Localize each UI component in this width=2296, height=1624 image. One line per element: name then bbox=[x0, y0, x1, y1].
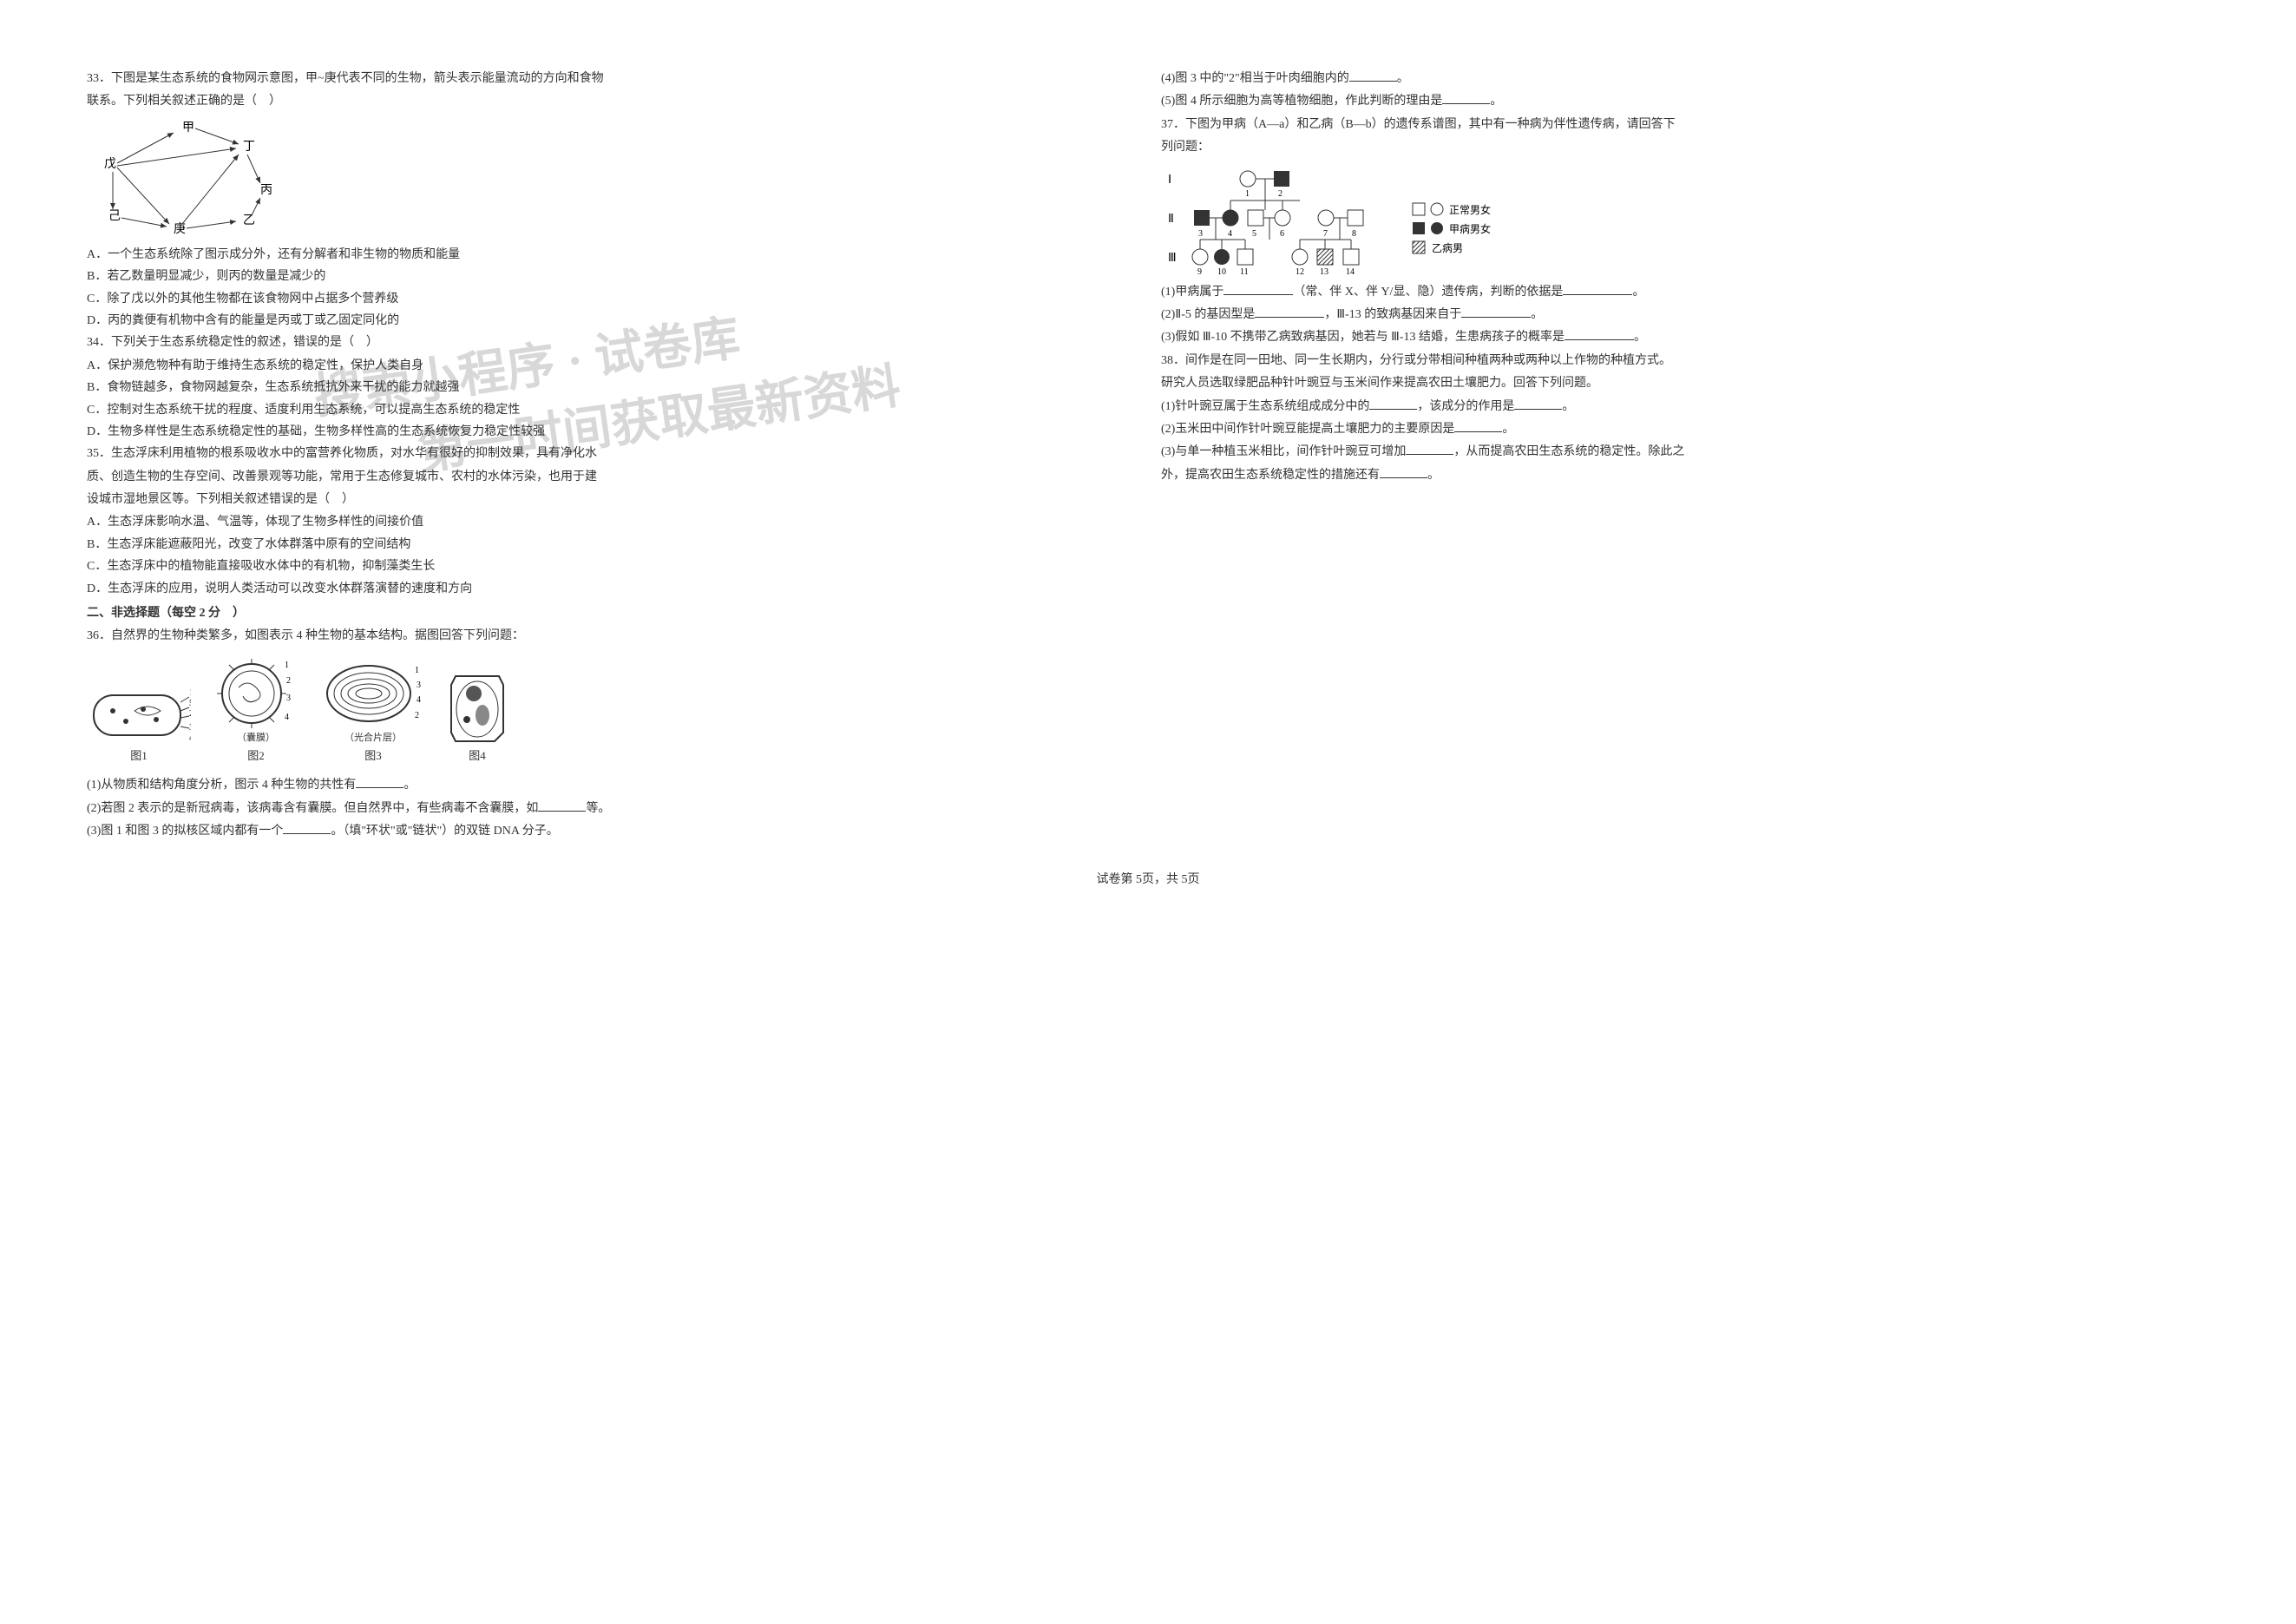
svg-text:5: 5 bbox=[189, 699, 191, 708]
fig2-nangmo: （囊膜） bbox=[208, 731, 304, 746]
q38-p2: (2)玉米田中间作针叶豌豆能提高土壤肥力的主要原因是。 bbox=[1161, 420, 2209, 439]
svg-text:10: 10 bbox=[1217, 267, 1226, 277]
q36-p3: (3)图 1 和图 3 的拟核区域内都有一个。（填"环状"或"链状"）的双链 D… bbox=[87, 822, 1135, 841]
svg-text:3: 3 bbox=[1198, 229, 1203, 239]
q33-stem-1: 33．下图是某生态系统的食物网示意图，甲~庚代表不同的生物，箭头表示能量流动的方… bbox=[87, 69, 1135, 89]
legend-yi: 乙病男 bbox=[1432, 241, 1463, 254]
svg-text:1: 1 bbox=[189, 688, 191, 698]
q34-B: B．食物链越多，食物网越复杂，生态系统抵抗外来干扰的能力就越强 bbox=[87, 378, 1135, 398]
svg-text:1: 1 bbox=[1245, 189, 1250, 199]
svg-text:14: 14 bbox=[1346, 267, 1355, 277]
q34-A: A．保护濒危物种有助于维持生态系统的稳定性，保护人类自身 bbox=[87, 357, 1135, 376]
legend-normal: 正常男女 bbox=[1449, 203, 1491, 216]
node-geng: 庚 bbox=[174, 222, 186, 236]
q34-C: C．控制对生态系统干扰的程度、适度利用生态系统，可以提高生态系统的稳定性 bbox=[87, 401, 1135, 420]
svg-text:2: 2 bbox=[415, 711, 419, 720]
q37-stem-2: 列问题： bbox=[1161, 138, 2209, 157]
svg-text:7: 7 bbox=[1323, 229, 1328, 239]
svg-text:9: 9 bbox=[1197, 267, 1202, 277]
right-column: (4)图 3 中的"2"相当于叶肉细胞内的。 (5)图 4 所示细胞为高等植物细… bbox=[1161, 69, 2209, 845]
node-jia: 甲 bbox=[182, 122, 194, 135]
fig1-label: 图1 bbox=[87, 747, 191, 766]
q38-p1: (1)针叶豌豆属于生态系统组成成分中的，该成分的作用是。 bbox=[1161, 398, 2209, 417]
svg-text:2: 2 bbox=[286, 676, 291, 686]
fig2-svg: 1 2 3 4 bbox=[208, 657, 304, 731]
q38-stem-1: 38．间作是在同一田地、同一生长期内，分行或分带相间种植两种或两种以上作物的种植… bbox=[1161, 352, 2209, 371]
q33-C: C．除了戊以外的其他生物都在该食物网中占据多个营养级 bbox=[87, 290, 1135, 309]
svg-text:8: 8 bbox=[1352, 229, 1356, 239]
gen-I: Ⅰ bbox=[1168, 174, 1171, 187]
q35-A: A．生态浮床影响水温、气温等，体现了生物多样性的间接价值 bbox=[87, 513, 1135, 532]
q34-stem: 34．下列关于生态系统稳定性的叙述，错误的是（ ） bbox=[87, 333, 1135, 352]
node-yi: 乙 bbox=[243, 214, 255, 227]
gen-II: Ⅱ bbox=[1168, 213, 1174, 226]
gen-III: Ⅲ bbox=[1168, 252, 1177, 265]
q35-D: D．生态浮床的应用，说明人类活动可以改变水体群落演替的速度和方向 bbox=[87, 580, 1135, 599]
svg-text:13: 13 bbox=[1320, 267, 1328, 277]
svg-text:3: 3 bbox=[189, 723, 191, 733]
fig4-svg bbox=[443, 667, 512, 746]
svg-text:1: 1 bbox=[285, 661, 289, 670]
q34-D: D．生物多样性是生态系统稳定性的基础，生物多样性高的生态系统恢复力稳定性较强 bbox=[87, 423, 1135, 442]
q35-C: C．生态浮床中的植物能直接吸收水体中的有机物，抑制藻类生长 bbox=[87, 557, 1135, 576]
q35-stem-3: 设城市湿地景区等。下列相关叙述错误的是（ ） bbox=[87, 490, 1135, 510]
q37-p3: (3)假如 Ⅲ-10 不携带乙病致病基因，她若与 Ⅲ-13 结婚，生患病孩子的概… bbox=[1161, 328, 2209, 347]
fig4-label: 图4 bbox=[443, 747, 512, 766]
q38-stem-2: 研究人员选取绿肥品种针叶豌豆与玉米间作来提高农田土壤肥力。回答下列问题。 bbox=[1161, 374, 2209, 393]
q36-stem: 36．自然界的生物种类繁多，如图表示 4 种生物的基本结构。据图回答下列问题： bbox=[87, 627, 1135, 646]
q37-p1: (1)甲病属于（常、伴 X、伴 Y/显、隐）遗传病，判断的依据是。 bbox=[1161, 283, 2209, 302]
page-columns: 33．下图是某生态系统的食物网示意图，甲~庚代表不同的生物，箭头表示能量流动的方… bbox=[87, 69, 2209, 845]
left-column: 33．下图是某生态系统的食物网示意图，甲~庚代表不同的生物，箭头表示能量流动的方… bbox=[87, 69, 1135, 845]
q33-foodweb-svg: 甲 丁 戊 丙 己 庚 乙 bbox=[87, 115, 286, 246]
svg-text:3: 3 bbox=[417, 681, 421, 690]
q36-figures: 1 5 2 3 4 图1 bbox=[87, 657, 1135, 766]
q36-p1: (1)从物质和结构角度分析，图示 4 种生物的共性有。 bbox=[87, 776, 1135, 795]
fig1-svg: 1 5 2 3 4 bbox=[87, 685, 191, 746]
svg-text:5: 5 bbox=[1252, 229, 1256, 239]
q33-B: B．若乙数量明显减少，则丙的数量是减少的 bbox=[87, 267, 1135, 286]
q33-stem-2: 联系。下列相关叙述正确的是（ ） bbox=[87, 92, 1135, 111]
svg-text:6: 6 bbox=[1280, 229, 1284, 239]
page-number: 试卷第 5页，共 5页 bbox=[87, 871, 2209, 890]
node-wu: 戊 bbox=[104, 157, 116, 171]
q38-p3: (3)与单一种植玉米相比，间作针叶豌豆可增加，从而提高农田生态系统的稳定性。除此… bbox=[1161, 443, 2209, 462]
q35-stem-2: 质、创造生物的生存空间、改善景观等功能，常用于生态修复城市、农村的水体污染，也用… bbox=[87, 468, 1135, 487]
svg-text:4: 4 bbox=[417, 695, 421, 705]
fig2-label: 图2 bbox=[208, 747, 304, 766]
fig3-svg: 1 3 4 2 bbox=[321, 657, 425, 731]
fig3-label: 图3 bbox=[321, 747, 425, 766]
q33-D: D．丙的粪便有机物中含有的能量是丙或丁或乙固定同化的 bbox=[87, 312, 1135, 331]
svg-text:4: 4 bbox=[1228, 229, 1232, 239]
svg-text:11: 11 bbox=[1240, 267, 1249, 277]
svg-text:2: 2 bbox=[189, 709, 191, 719]
svg-text:4: 4 bbox=[189, 733, 191, 743]
svg-text:4: 4 bbox=[285, 713, 289, 722]
section-2-title: 二、非选择题（每空 2 分 ） bbox=[87, 604, 1135, 623]
node-ji: 己 bbox=[108, 210, 121, 223]
node-ding: 丁 bbox=[243, 141, 255, 154]
svg-text:3: 3 bbox=[286, 694, 291, 703]
svg-text:12: 12 bbox=[1296, 267, 1304, 277]
svg-text:2: 2 bbox=[1278, 189, 1282, 199]
node-bing: 丙 bbox=[260, 184, 272, 197]
fig3-guanghe: （光合片层） bbox=[321, 731, 425, 746]
q33-A: A．一个生态系统除了图示成分外，还有分解者和非生物的物质和能量 bbox=[87, 246, 1135, 265]
q36-p2: (2)若图 2 表示的是新冠病毒，该病毒含有囊膜。但自然界中，有些病毒不含囊膜，… bbox=[87, 799, 1135, 819]
q35-B: B．生态浮床能遮蔽阳光，改变了水体群落中原有的空间结构 bbox=[87, 536, 1135, 555]
q35-stem-1: 35．生态浮床利用植物的根系吸收水中的富营养化物质，对水华有很好的抑制效果，具有… bbox=[87, 444, 1135, 464]
q37-pedigree-svg: Ⅰ Ⅱ Ⅲ 1 2 3 4 5 6 7 8 bbox=[1161, 161, 1534, 283]
q36-p5: (5)图 4 所示细胞为高等植物细胞，作此判断的理由是。 bbox=[1161, 92, 2209, 111]
q38-p3c: 外，提高农田生态系统稳定性的措施还有。 bbox=[1161, 466, 2209, 485]
legend-jia: 甲病男女 bbox=[1449, 222, 1491, 235]
q37-p2: (2)Ⅱ-5 的基因型是，Ⅲ-13 的致病基因来自于。 bbox=[1161, 306, 2209, 325]
q36-p4: (4)图 3 中的"2"相当于叶肉细胞内的。 bbox=[1161, 69, 2209, 89]
q37-stem-1: 37．下图为甲病（A—a）和乙病（B—b）的遗传系谱图，其中有一种病为伴性遗传病… bbox=[1161, 115, 2209, 135]
svg-text:1: 1 bbox=[415, 666, 419, 675]
